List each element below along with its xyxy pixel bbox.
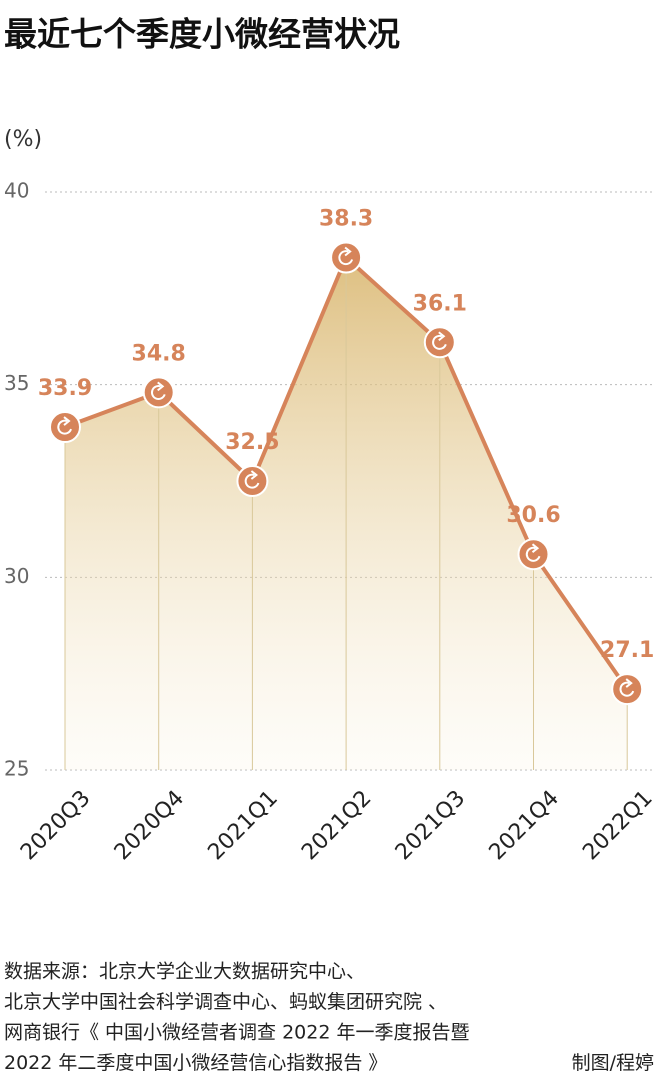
marker [423,326,456,359]
source-line: 网商银行《 中国小微经营者调查 2022 年一季度报告暨 [4,1022,469,1044]
marker-icon [244,473,260,489]
marker-icon [150,384,166,400]
marker-icon [338,250,354,266]
x-tick-label: 2021Q1 [203,786,282,865]
data-label: 32.5 [225,430,279,455]
data-label: 27.1 [600,638,654,663]
x-tick-label: 2020Q4 [110,786,189,865]
data-label: 30.6 [506,503,560,528]
y-tick-label: 25 [4,757,29,781]
y-unit: (%) [4,127,42,152]
marker [49,411,81,444]
x-tick-label: 2021Q3 [391,786,470,865]
marker-icon [619,681,635,697]
marker [236,465,269,497]
chart-title: 最近七个季度小微经营状况 [4,15,400,54]
marker [330,241,363,274]
source-line: 2022 年二季度中国小微经营信心指数报告 》 [4,1052,387,1074]
data-label: 34.8 [132,341,186,366]
marker [611,673,644,706]
marker [142,376,175,409]
x-tick-label: 2021Q2 [297,786,376,865]
y-tick-label: 30 [4,564,29,588]
marker-icon [432,334,447,350]
source-line: 数据来源：北京大学企业大数据研究中心、 [4,961,365,983]
marker-icon [250,470,259,480]
data-label: 38.3 [319,207,373,232]
marker-icon [157,381,165,392]
x-tick-label: 2021Q4 [485,786,564,865]
data-label: 36.1 [413,291,467,316]
y-tick-label: 40 [4,179,29,203]
marker-icon [438,331,446,342]
marker-icon [531,543,540,553]
marker-icon [525,546,541,562]
marker-icon [63,416,71,426]
marker-icon [57,419,72,435]
source-line: 北京大学中国社会科学调查中心、蚂蚁集团研究院 、 [4,991,447,1013]
y-tick-label: 35 [4,371,29,395]
credit: 制图/程婷 [572,1052,654,1074]
marker [517,538,550,571]
x-tick-label: 2022Q1 [578,786,657,865]
x-tick-label: 2020Q3 [16,786,95,865]
source: 数据来源：北京大学企业大数据研究中心、北京大学中国社会科学调查中心、蚂蚁集团研究… [4,961,469,1075]
marker-icon [625,678,633,688]
marker-icon [344,246,352,257]
data-label: 33.9 [38,376,92,401]
